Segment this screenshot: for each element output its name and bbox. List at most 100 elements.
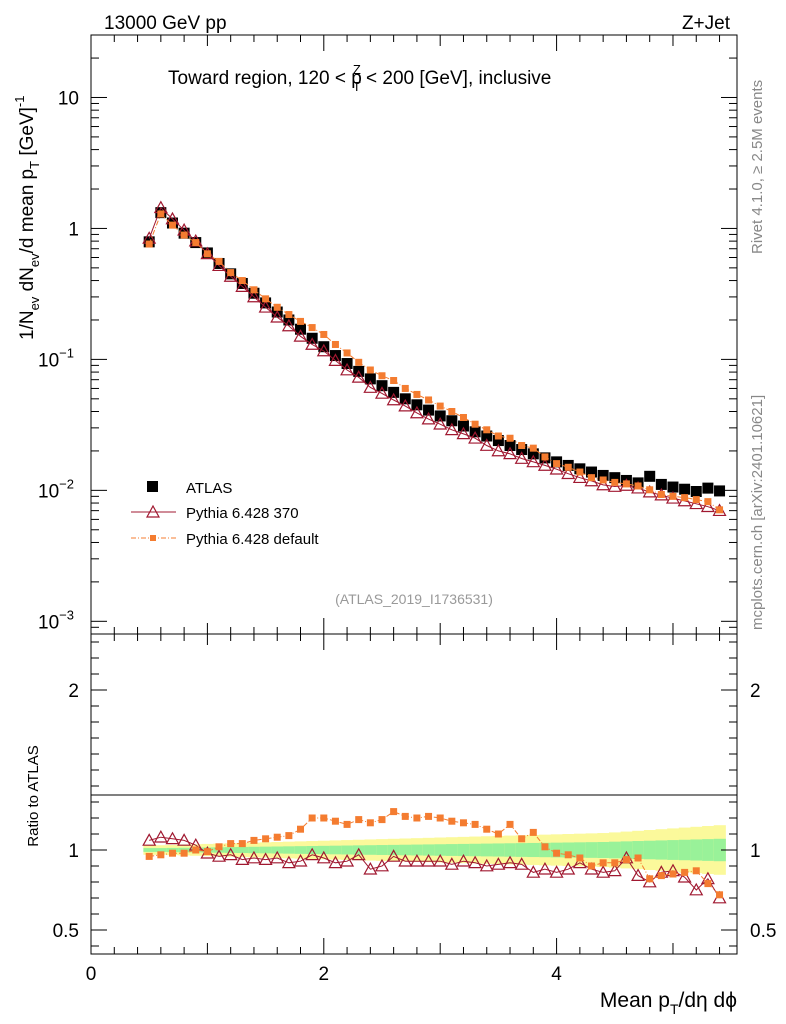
ratio-pythia370-point (433, 853, 448, 867)
ratio-band-inner (515, 843, 528, 857)
ratio-band-inner (667, 840, 680, 860)
ratio-y-label: Ratio to ATLAS (25, 745, 42, 846)
ratio-pythia-default-point (297, 825, 305, 833)
tick-base: 10 (38, 612, 59, 633)
x-tick-label: 0 (86, 964, 97, 985)
ratio-pythia-default-point (692, 867, 700, 875)
main-y-tick-label: 1 (68, 219, 79, 240)
ratio-band-inner (399, 844, 412, 856)
main-pythia-default-point (378, 372, 386, 380)
plot-title: Toward region, 120 < pZ T < 200 [GeV], in… (168, 62, 551, 94)
main-pythia-default-point (541, 453, 549, 461)
main-pythia-default-point (704, 498, 712, 506)
ratio-pythia370-point (479, 858, 494, 872)
ratio-pythia-default-point (483, 825, 491, 833)
main-y-label: 1/Nev dNev/d mean pT [GeV]-1 (12, 96, 42, 341)
main-pythia-default-point (401, 384, 409, 392)
main-pythia370-point (270, 309, 285, 323)
ratio-pythia-default-point (716, 891, 724, 899)
main-pythia370-point (386, 392, 401, 406)
ratio-pythia-default-point (541, 843, 549, 851)
main-pythia370-point (316, 343, 331, 357)
ratio-pythia-default-point (366, 819, 374, 827)
main-pythia370-point (398, 398, 413, 412)
ratio-pythia-default-point (215, 843, 223, 851)
main-pythia-default-point (308, 324, 316, 332)
legend-label-atlas: ATLAS (186, 480, 232, 497)
main-pythia-default-point (448, 408, 456, 416)
main-atlas-point (655, 478, 667, 490)
main-pythia-default-point (483, 426, 491, 434)
main-pythia370-point (212, 258, 227, 272)
ratio-band-inner (317, 845, 331, 855)
main-pythia-default-point (669, 492, 677, 500)
main-pythia370-point (537, 458, 552, 471)
title-sub: T (353, 79, 361, 94)
ratio-band-inner (143, 848, 156, 852)
main-pythia-default-point (145, 240, 153, 248)
rivet-version-label: Rivet 4.1.0, ≥ 2.5M events (749, 80, 766, 254)
ratio-band-inner (329, 845, 342, 855)
ratio-pythia-default-point (611, 859, 619, 867)
ratio-pythia-default-point (518, 835, 526, 843)
ratio-band-inner (608, 841, 622, 859)
legend: ATLAS Pythia 6.428 370 Pythia 6.428 defa… (131, 480, 319, 548)
ratio-pythia370-point (409, 853, 424, 867)
x-tick-label: 2 (319, 964, 330, 985)
main-pythia370-point (444, 422, 459, 436)
main-atlas-point (690, 486, 702, 498)
main-pythia-default-point (681, 494, 689, 502)
ratio-pythia370-point (351, 847, 366, 861)
main-pythia-default-point (471, 420, 479, 428)
ratio-band-inner (155, 848, 168, 852)
ratio-pythia-default-point (622, 856, 630, 864)
ratio-band-inner (655, 840, 668, 860)
main-pythia-default-point (576, 468, 584, 476)
ratio-band-inner (469, 843, 482, 857)
ratio-pythia370-point (607, 863, 622, 877)
ratio-pythia-default-point (390, 808, 398, 816)
ratio-band-inner (248, 846, 261, 854)
ratio-band-inner (597, 842, 610, 858)
xlabel-b: /dη dϕ (679, 989, 737, 1012)
ratio-pythia370-point (549, 865, 564, 878)
main-pythia-default-point (273, 303, 281, 311)
ratio-pythia-default-point (168, 849, 176, 857)
tick-exponent: −2 (59, 476, 74, 491)
main-pythia-default-point (215, 257, 223, 265)
ratio-pythia370-point (270, 850, 285, 864)
main-atlas-point (597, 469, 609, 481)
ratio-pythia-default-point (192, 846, 200, 854)
ratio-pythia-default-point (331, 817, 339, 825)
ratio-pythia370-point (514, 857, 529, 870)
main-pythia370-point (468, 431, 483, 444)
main-pythia370-point (549, 461, 564, 475)
xlabel-a: Mean p (600, 989, 670, 1012)
xlabel-a-sub: T (670, 1001, 679, 1017)
ratio-band-inner (574, 842, 587, 858)
ratio-pythia-default-point (262, 835, 270, 843)
ratio-pythia370-point (235, 852, 250, 865)
main-pythia-default-point (343, 349, 351, 357)
ratio-pythia370-point (340, 853, 355, 867)
ratio-pythia-default-point (401, 812, 409, 820)
ratio-pythia370-point (293, 853, 308, 867)
header-process: Z+Jet (682, 13, 731, 34)
main-pythia370-line (148, 206, 720, 512)
tick-exponent: −1 (59, 345, 74, 360)
legend-label-pythia370: Pythia 6.428 370 (186, 505, 299, 522)
main-atlas-point (364, 373, 376, 385)
legend-marker-pythia370 (145, 504, 161, 518)
ratio-band-inner (504, 843, 517, 857)
main-pythia-default-point (692, 496, 700, 504)
ratio-pythia370-point (258, 852, 273, 865)
main-pythia-default-point (588, 474, 596, 482)
main-pythia370-point (526, 454, 541, 468)
ratio-pythia-default-point (308, 814, 316, 822)
main-pythia-default-point (331, 340, 339, 348)
ratio-pythia-default-point (273, 833, 281, 841)
tick-base: 10 (38, 350, 59, 371)
main-pythia370-point (491, 443, 506, 457)
main-atlas-point (388, 386, 400, 398)
